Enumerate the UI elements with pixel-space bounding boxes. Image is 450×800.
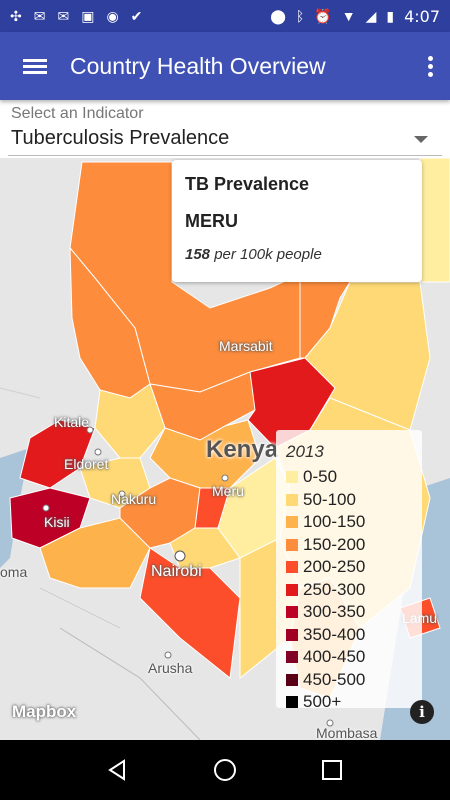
status-time: 4:07 [404,6,440,26]
indicator-selector[interactable]: Select an Indicator Tuberculosis Prevale… [0,100,450,158]
legend-item: 400-450 [286,646,412,669]
info-icon[interactable]: i [410,700,434,724]
map-legend: 2013 0-50 50-100 100-150 150-200 200-250 250-… [276,430,422,711]
gmail-icon: ✉ [33,7,46,24]
place-label: Kisii [44,514,70,530]
back-button[interactable] [98,750,138,790]
legend-label: 100-150 [303,512,366,532]
alarm-icon: ⏰ [314,7,332,24]
legend-label: 150-200 [303,534,366,554]
legend-swatch [286,493,298,506]
recents-button[interactable] [312,750,352,790]
county-narok[interactable] [39,517,151,589]
menu-button[interactable] [0,32,70,100]
place-label: oma [0,564,28,580]
legend-label: 0-50 [303,467,338,487]
legend-item: 500+ [286,691,412,714]
popup-region: MERU [185,211,238,231]
legend-label: 50-100 [303,489,356,509]
mapbox-logo[interactable]: Mapbox [12,702,77,721]
indicator-label: Select an Indicator [11,105,144,122]
place-label: Mombasa [316,725,378,740]
legend-item: 100-150 [286,511,412,534]
legend-label: 200-250 [303,557,366,577]
place-label: Eldoret [64,456,109,472]
county-mandera[interactable] [419,158,450,283]
legend-label: 250-300 [303,579,366,599]
image-icon: ▣ [81,7,95,24]
legend-swatch [286,673,298,686]
indicator-dropdown-value[interactable]: Tuberculosis Prevalence [11,127,230,149]
home-icon [213,759,236,781]
back-icon [108,759,126,781]
place-label: Arusha [148,660,193,676]
map-view[interactable]: Marsabit Kitale Eldoret Nakuru Meru Kisi… [0,158,450,740]
legend-swatch [286,516,298,529]
county-baringo[interactable] [94,383,166,459]
legend-item: 300-350 [286,601,412,624]
legend-item: 450-500 [286,669,412,692]
place-label: Kitale [54,414,90,430]
legend-label: 500+ [303,692,342,712]
legend-label: 400-450 [303,647,366,667]
bluetooth-icon: ᛒ [295,8,305,24]
legend-swatch [286,628,298,641]
dropdown-underline [8,155,442,156]
legend-item: 250-300 [286,579,412,602]
overflow-menu-button[interactable] [410,32,450,100]
region-popup: TB Prevalence MERU 158 per 100k people [172,160,422,282]
legend-swatch [286,696,298,709]
legend-swatch [286,538,298,551]
popup-unit: per 100k people [214,246,322,263]
legend-label: 350-400 [303,624,366,644]
legend-item: 50-100 [286,489,412,512]
place-label: Marsabit [219,338,273,354]
check-icon: ✔ [130,7,143,24]
app-bar: Country Health Overview [0,32,450,100]
app-title: Country Health Overview [70,52,326,79]
popup-value: 158 [185,246,211,263]
recents-icon [321,760,342,780]
popup-value-line: 158 per 100k people [185,246,409,263]
county-kajiado[interactable] [139,547,241,679]
gmail-icon: ✉ [57,7,70,24]
dropdown-caret-icon[interactable] [414,136,428,143]
legend-swatch [286,561,298,574]
county-laikipia[interactable] [149,419,261,489]
place-label: Meru [212,483,244,499]
place-label: Nairobi [151,563,202,580]
legend-swatch [286,651,298,664]
status-bar: ✣ ✉ ✉ ▣ ◉ ✔ ⬤ ᛒ ⏰ ▼ ◢ ▮ 4:07 [0,0,450,32]
legend-swatch [286,471,298,484]
legend-item: 350-400 [286,624,412,647]
legend-swatch [286,583,298,596]
country-label: Kenya [206,436,279,463]
wifi-icon: ▼ [341,8,356,24]
sync-icon: ✣ [10,7,22,24]
legend-label: 300-350 [303,602,366,622]
signal-icon: ◢ [365,7,377,24]
legend-item: 200-250 [286,556,412,579]
circle-icon: ◉ [106,7,119,24]
legend-item: 150-200 [286,534,412,557]
legend-year: 2013 [286,442,324,461]
hamburger-icon [23,56,47,77]
legend-swatch [286,606,298,619]
home-button[interactable] [205,750,245,790]
legend-item: 0-50 [286,466,412,489]
battery-icon: ▮ [386,7,395,24]
legend-label: 450-500 [303,669,366,689]
navigation-bar [0,740,450,800]
popup-title: TB Prevalence [185,174,310,194]
location-icon: ⬤ [270,7,286,24]
place-label: Nakuru [111,491,157,507]
